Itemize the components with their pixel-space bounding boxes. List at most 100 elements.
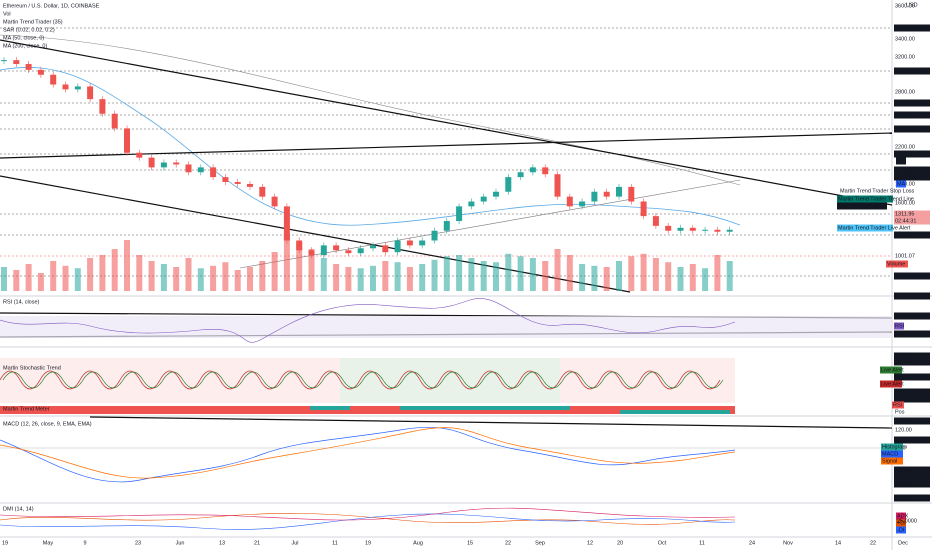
- price-label: 2408.10: [895, 126, 915, 132]
- symbol-title: Ethereum / U.S. Dollar, 1D, COINBASE: [3, 3, 100, 9]
- label-bg: [894, 217, 930, 225]
- macd-signal: [0, 427, 736, 479]
- volume-bar: [431, 259, 438, 291]
- volume-bar: [37, 273, 44, 291]
- volume-bar: [210, 265, 217, 291]
- volume-bar: [689, 264, 696, 291]
- volume-bar: [62, 265, 69, 291]
- label-bg: [894, 480, 930, 488]
- label-bg: [894, 99, 930, 107]
- price-label: 2684.91: [895, 100, 915, 106]
- volume-bar: [345, 267, 352, 291]
- candle: [247, 183, 253, 187]
- volume-bar: [283, 234, 290, 291]
- tag: Martin Trend Trader Stop Loss: [840, 188, 915, 194]
- volume-bar: [493, 262, 499, 291]
- volume-bar: [382, 261, 389, 291]
- dmi-label: 25.0000: [897, 518, 917, 524]
- price-label: 2200.00: [895, 144, 915, 150]
- date-label: Nov: [783, 540, 793, 546]
- price-label: 2800.00: [895, 89, 915, 95]
- volume-bar: [247, 267, 253, 291]
- label-bg: [896, 526, 906, 534]
- label-bg: [894, 166, 930, 174]
- candle: [99, 99, 106, 114]
- candle: [603, 191, 610, 197]
- tag: MACD: [882, 451, 898, 457]
- volume-bar: [25, 264, 32, 291]
- trend-meter-up: [400, 406, 570, 410]
- price-label: 1711.06: [895, 167, 914, 173]
- date-label: Oct: [658, 540, 667, 546]
- candle: [419, 240, 426, 246]
- candle: [136, 152, 143, 158]
- price-label: 775.83: [895, 273, 912, 279]
- label-bg: [894, 395, 930, 403]
- tag: Live Alert: [881, 367, 904, 373]
- trend-meter-up: [310, 406, 350, 410]
- volume-bar: [13, 270, 20, 291]
- macd-label: -90.80: [895, 474, 911, 480]
- date-label: 22: [870, 540, 876, 546]
- candle: [50, 74, 57, 85]
- date-label: 12: [587, 540, 593, 546]
- label-bg: [894, 373, 930, 381]
- label-bg: [880, 380, 902, 388]
- candle: [197, 167, 204, 173]
- volume-bar: [714, 255, 721, 291]
- volume-bar: [505, 253, 512, 291]
- date-label: 19: [365, 540, 371, 546]
- date-label: 11: [699, 540, 705, 546]
- volume-bar: [160, 264, 167, 291]
- date-label: 22: [505, 540, 511, 546]
- date-label: 13: [219, 540, 225, 546]
- legend-indicator: SAR (0.02, 0.02, 0.2): [3, 27, 55, 33]
- candle: [702, 229, 709, 231]
- candle: [173, 162, 180, 165]
- volume-bar: [406, 267, 413, 291]
- label-bg: [892, 401, 904, 409]
- date-label: Jul: [291, 540, 298, 546]
- candle: [542, 167, 549, 175]
- volume-bar: [148, 261, 155, 291]
- volume-bar: [197, 268, 204, 291]
- dmi-minus: [0, 513, 736, 525]
- candle: [87, 86, 94, 100]
- label-bg: [880, 366, 902, 374]
- price-label: 3515.82: [895, 25, 915, 31]
- price-label: 1941.11: [895, 151, 914, 157]
- rsi-label: 77.15: [895, 293, 909, 299]
- price-label: 1269.54: [895, 232, 915, 238]
- price-label: 1426.78: [895, 174, 915, 180]
- trend-meter: [0, 406, 735, 414]
- volume-bar: [702, 268, 709, 291]
- candle: [283, 206, 290, 241]
- candle: [124, 128, 130, 153]
- candle: [468, 201, 475, 207]
- stoch-label: 100.43: [895, 359, 912, 365]
- candle: [456, 206, 463, 221]
- price-label: 1001.07: [895, 253, 915, 259]
- price-label: 3400.00: [895, 36, 915, 42]
- stoch-bg-green: [340, 358, 560, 403]
- label-bg: [881, 457, 903, 465]
- ma-50: [0, 67, 741, 226]
- volume-bar: [726, 261, 733, 291]
- tag: Histogram: [882, 444, 907, 450]
- candle: [37, 69, 44, 75]
- volume-bar: [111, 249, 118, 291]
- label-bg: [896, 180, 906, 188]
- label-bg: [894, 473, 930, 481]
- volume-bar: [480, 261, 487, 291]
- label-bg: [896, 157, 906, 165]
- pane-title: RSI (14, close): [3, 299, 40, 305]
- label-bg: [894, 24, 930, 32]
- volume-bar: [124, 240, 130, 291]
- label-bg: [894, 231, 930, 239]
- macd-label: -318.82: [895, 495, 914, 501]
- volume-bar: [1, 267, 7, 291]
- legend-vol: Vol: [3, 11, 11, 17]
- volume-bar: [308, 249, 315, 291]
